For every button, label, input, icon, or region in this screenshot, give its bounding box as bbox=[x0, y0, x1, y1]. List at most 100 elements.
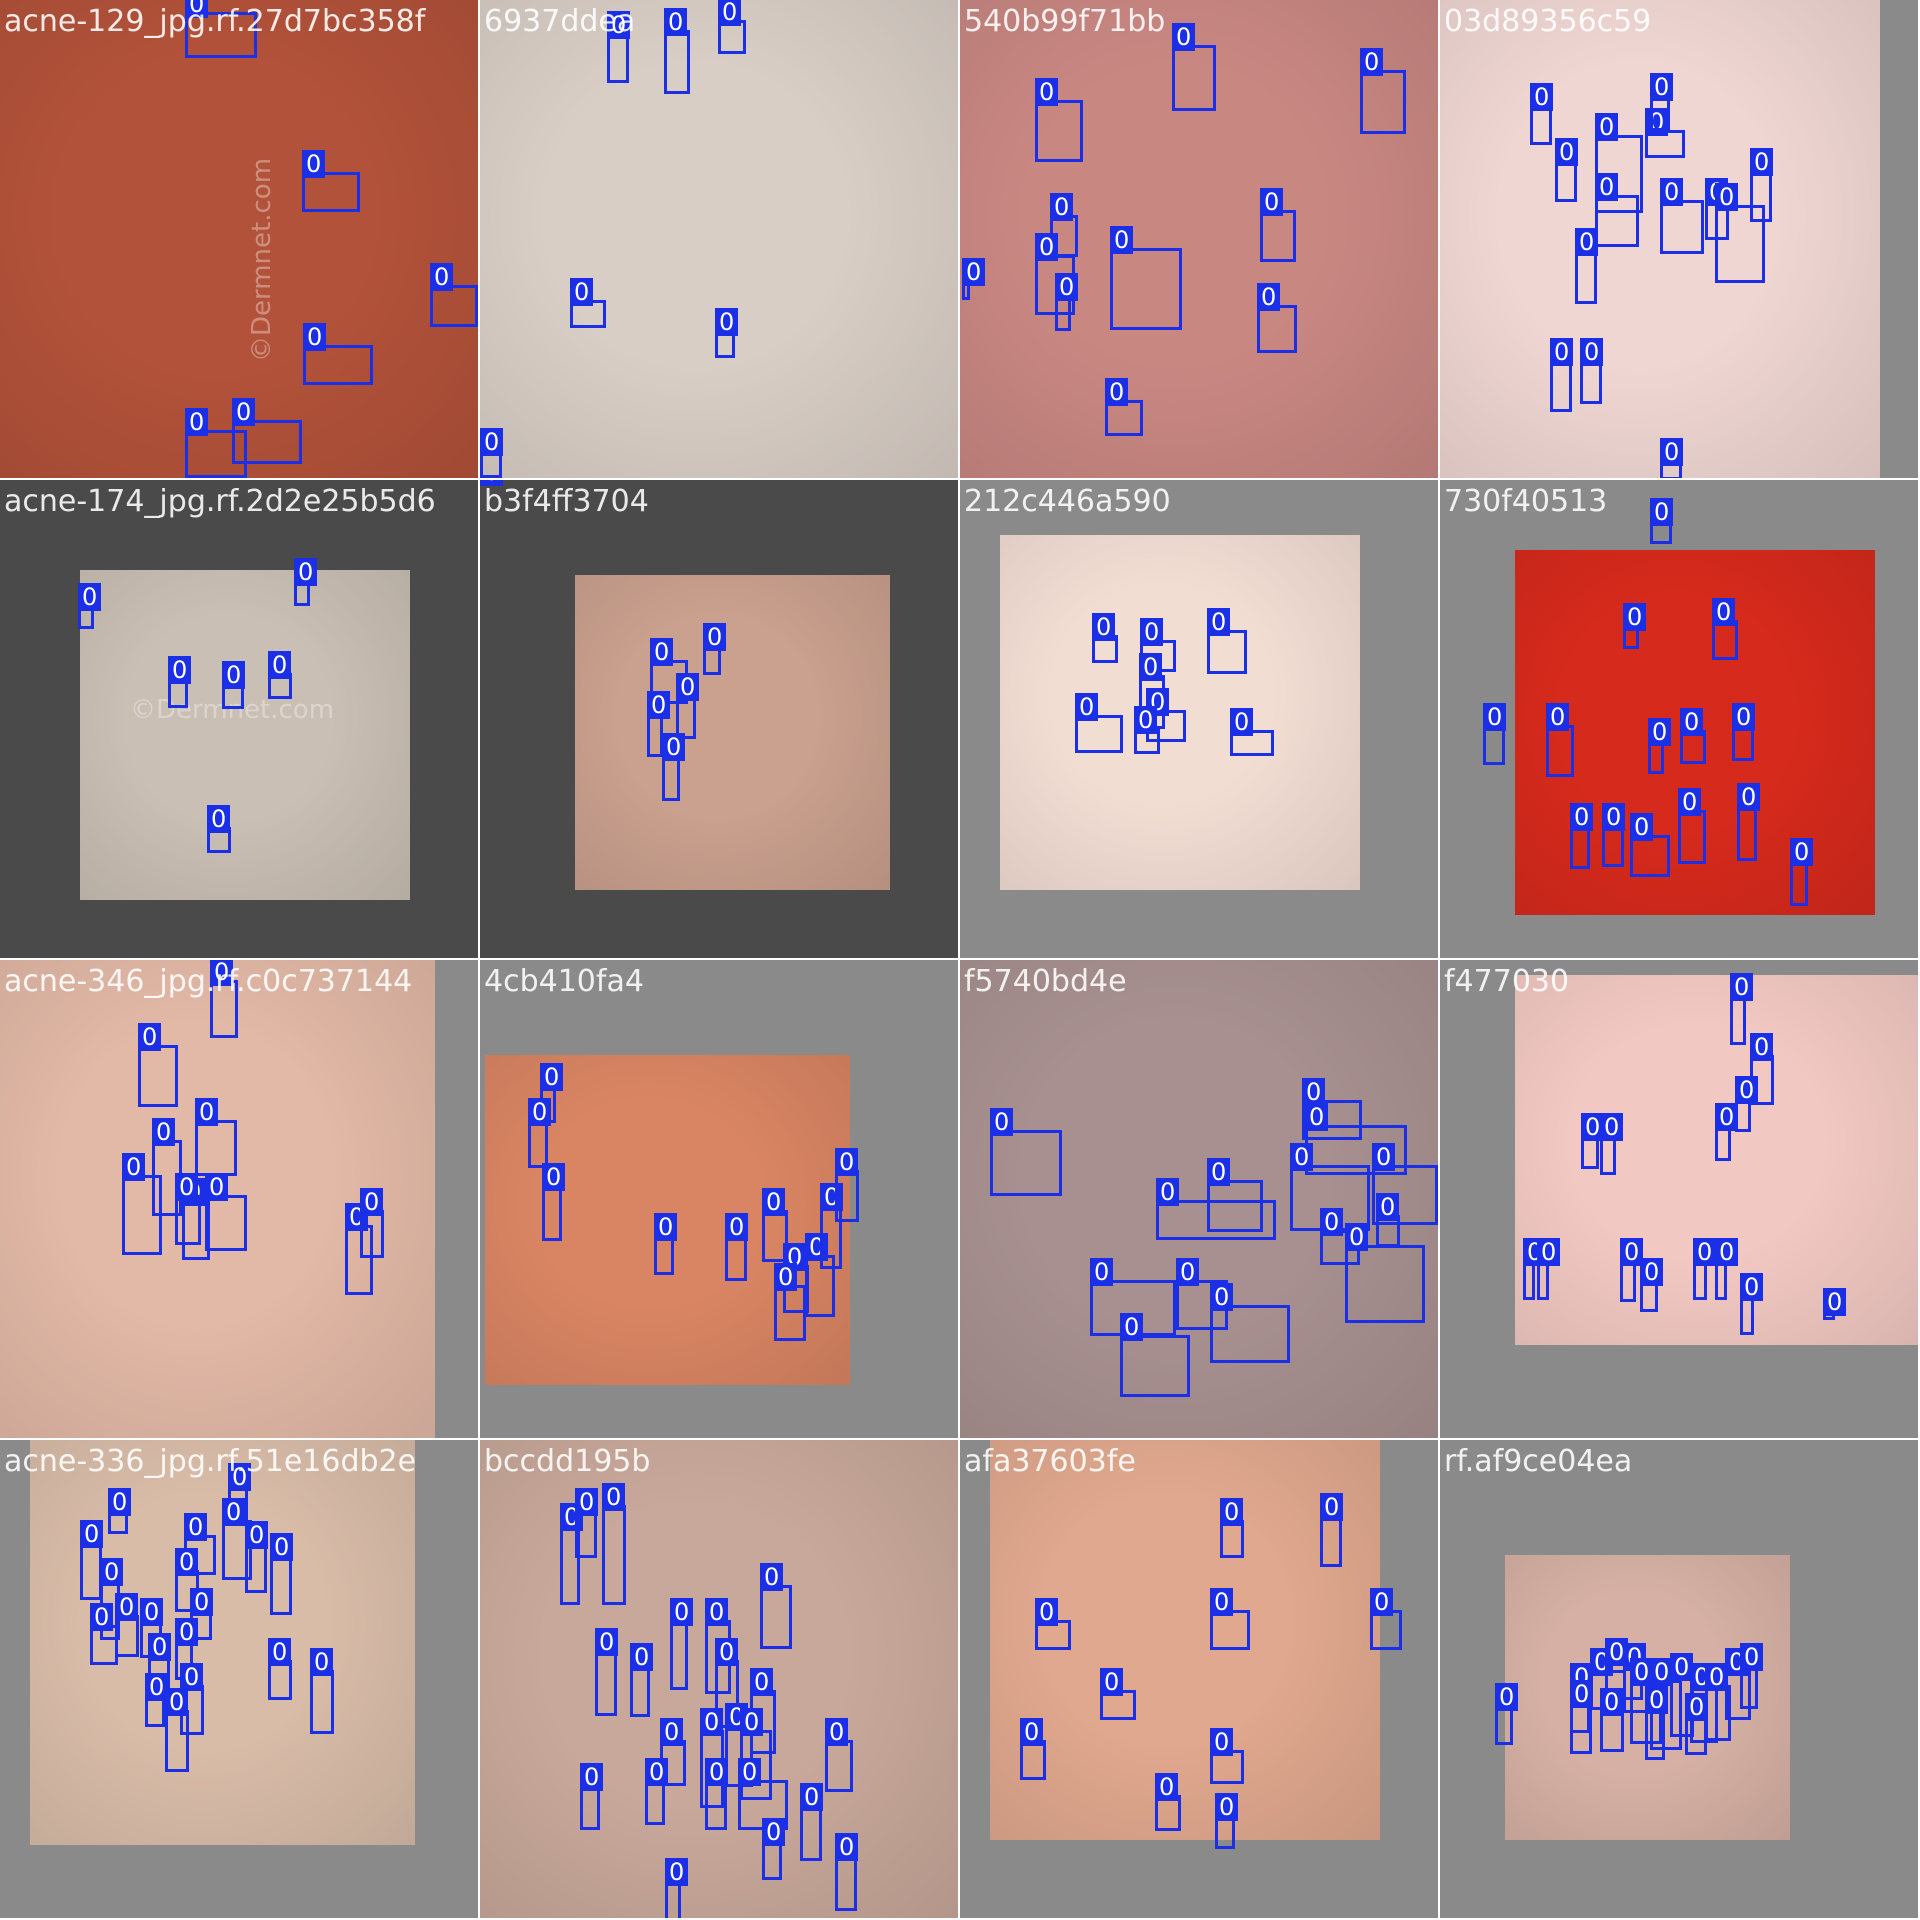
class-label: 0 bbox=[115, 1593, 139, 1621]
detection-box: 0 bbox=[1320, 1493, 1344, 1567]
detection-box: 0 bbox=[310, 1648, 334, 1734]
mosaic-tile: 0000000000004cb410fa4 bbox=[480, 960, 958, 1438]
detection-box: 0 bbox=[205, 1173, 247, 1251]
detection-box: 0 bbox=[1555, 138, 1579, 202]
class-label: 0 bbox=[1302, 1078, 1326, 1106]
class-label: 0 bbox=[1140, 618, 1164, 646]
mosaic-tile: 00000006937ddea bbox=[480, 0, 958, 478]
detection-box: 0 bbox=[1685, 1693, 1709, 1755]
detection-box: 0 bbox=[138, 1023, 178, 1107]
class-label: 0 bbox=[1678, 788, 1702, 816]
detection-box: 0 bbox=[1550, 338, 1574, 412]
class-label: 0 bbox=[1715, 1238, 1739, 1266]
class-label: 0 bbox=[528, 1098, 552, 1126]
detection-box: 0 bbox=[1370, 1588, 1402, 1650]
detection-box: 0 bbox=[1530, 83, 1554, 145]
class-label: 0 bbox=[1712, 598, 1736, 626]
watermark-text: ©Dermnet.com bbox=[247, 157, 278, 363]
detection-box: 0 bbox=[835, 1148, 859, 1222]
class-label: 0 bbox=[1155, 1773, 1179, 1801]
class-label: 0 bbox=[1100, 1668, 1124, 1696]
tile-filename: 730f40513 bbox=[1444, 484, 1608, 519]
class-label: 0 bbox=[268, 651, 292, 679]
class-label: 0 bbox=[1660, 178, 1684, 206]
mosaic-tile: 0 0 0 0 0 0 0 0 0 0 0 0 0 0 0 0 rf.af9ce04ea bbox=[1440, 1440, 1918, 1918]
detection-box: 0 bbox=[630, 1643, 654, 1717]
skin-photo bbox=[480, 1440, 958, 1918]
mosaic-tile: 0 0 0 0 0 0 0 0 0 0 0 0 0 0 0 0 0 0 0 0 0 0 0 bccdd195b bbox=[480, 1440, 958, 1918]
class-label: 0 bbox=[100, 1558, 124, 1586]
detection-box: 0 bbox=[1602, 803, 1626, 867]
detection-box: 0 bbox=[1257, 283, 1297, 353]
skin-photo bbox=[960, 960, 1438, 1438]
detection-box: 0 bbox=[303, 323, 373, 385]
detection-box: 0 bbox=[1715, 1103, 1739, 1161]
detection-box: 0 bbox=[1740, 1643, 1764, 1709]
class-label: 0 bbox=[1680, 708, 1704, 736]
class-label: 0 bbox=[1020, 1718, 1044, 1746]
class-label: 0 bbox=[1139, 653, 1163, 681]
detection-box: 0 bbox=[1600, 1688, 1624, 1752]
detection-box: 0 bbox=[645, 1758, 669, 1825]
class-label: 0 bbox=[180, 1663, 204, 1691]
class-label: 0 bbox=[1602, 803, 1626, 831]
class-label: 0 bbox=[1685, 1693, 1709, 1721]
detection-box: 0 bbox=[715, 308, 739, 358]
class-label: 0 bbox=[762, 1818, 786, 1846]
class-label: 0 bbox=[1110, 226, 1134, 254]
class-label: 0 bbox=[1035, 233, 1059, 261]
class-label: 0 bbox=[108, 1488, 132, 1516]
detection-box: 0 bbox=[1376, 1193, 1400, 1247]
class-label: 0 bbox=[715, 1638, 739, 1666]
detection-box: 0 bbox=[232, 398, 302, 464]
detection-box: 0 bbox=[1595, 173, 1639, 247]
detection-box: 0 bbox=[595, 1628, 619, 1716]
class-label: 0 bbox=[185, 0, 209, 18]
class-label: 0 bbox=[168, 656, 192, 684]
detection-box: 0 bbox=[1207, 1158, 1263, 1232]
detection-box: 0 bbox=[1670, 1653, 1694, 1737]
tile-filename: rf.af9ce04ea bbox=[1444, 1444, 1633, 1479]
detection-box: 0 bbox=[1483, 703, 1507, 765]
class-label: 0 bbox=[268, 1638, 292, 1666]
class-label: 0 bbox=[607, 11, 631, 39]
detection-box: 0 bbox=[1570, 1680, 1594, 1754]
class-label: 0 bbox=[185, 408, 209, 436]
detection-box: 0 bbox=[1120, 1313, 1190, 1397]
detection-box: 0 bbox=[1210, 1588, 1250, 1650]
class-label: 0 bbox=[740, 1708, 764, 1736]
class-label: 0 bbox=[1735, 1076, 1759, 1104]
class-label: 0 bbox=[1537, 1238, 1561, 1266]
class-label: 0 bbox=[1090, 1258, 1114, 1286]
class-label: 0 bbox=[1737, 783, 1761, 811]
detection-box: 0 bbox=[1372, 1143, 1438, 1225]
detection-box: 0 bbox=[654, 1213, 678, 1275]
class-label: 0 bbox=[1376, 1193, 1400, 1221]
class-label: 0 bbox=[1345, 1223, 1369, 1251]
class-label: 0 bbox=[145, 1673, 169, 1701]
class-label: 0 bbox=[205, 1173, 229, 1201]
class-label: 0 bbox=[654, 1213, 678, 1241]
class-label: 0 bbox=[1660, 438, 1684, 466]
detection-box: 0 bbox=[1210, 1728, 1244, 1784]
detection-box: 0 bbox=[1105, 378, 1143, 436]
class-label: 0 bbox=[1050, 193, 1074, 221]
detection-box: 0 bbox=[1140, 618, 1176, 672]
class-label: 0 bbox=[1620, 1238, 1644, 1266]
mosaic-tile: 0000000000000003d89356c59 bbox=[1440, 0, 1918, 478]
detection-box: 0 bbox=[1546, 703, 1574, 777]
class-label: 0 bbox=[1715, 1103, 1739, 1131]
mosaic-tile: 0 0 0 0 0 0 0 0 0 0 0 0 0 0 f5740bd4e bbox=[960, 960, 1438, 1438]
class-label: 0 bbox=[800, 1783, 824, 1811]
detection-box: 0 bbox=[1260, 188, 1296, 262]
class-label: 0 bbox=[705, 1598, 729, 1626]
detection-box: 0 bbox=[1581, 1113, 1605, 1169]
class-label: 0 bbox=[595, 1628, 619, 1656]
class-label: 0 bbox=[1035, 78, 1059, 106]
class-label: 0 bbox=[750, 1668, 774, 1696]
detection-box: 0 bbox=[762, 1188, 788, 1262]
detection-box: 0 bbox=[1523, 1238, 1547, 1300]
class-label: 0 bbox=[1648, 718, 1672, 746]
